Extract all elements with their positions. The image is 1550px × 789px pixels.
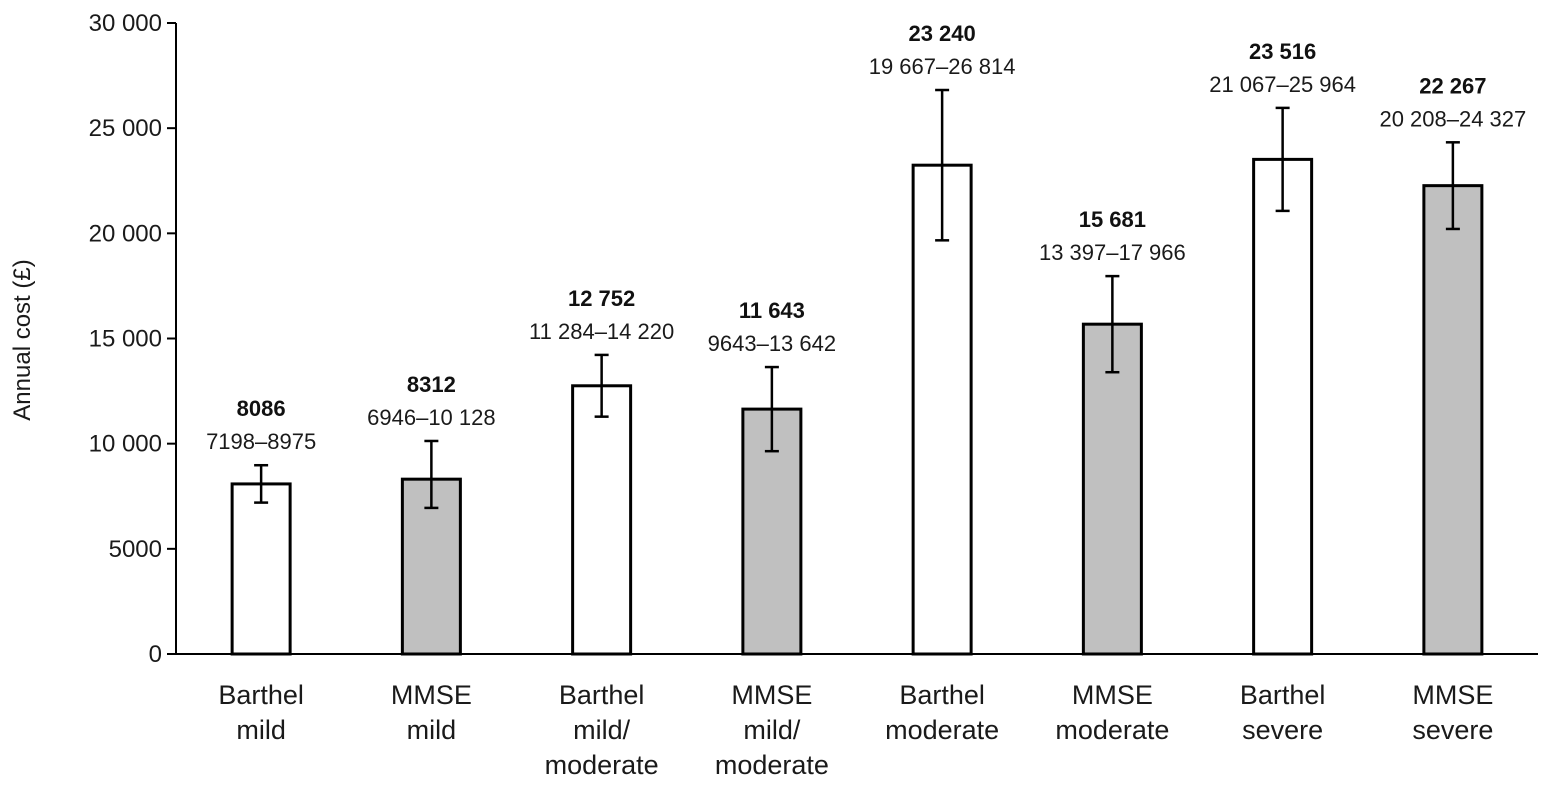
ci-label-5: 13 397–17 966 (1039, 240, 1186, 265)
value-label-3: 11 643 (739, 298, 805, 323)
category-label-7: MMSE (1412, 680, 1493, 710)
bar-5 (1081, 322, 1143, 656)
category-label-6: Barthel (1240, 680, 1326, 710)
category-labels: Barthel mild MMSE mild Barthel mild/moderate M… (218, 680, 1493, 780)
error-bars (254, 88, 1460, 510)
bar-2 (571, 384, 633, 656)
category-label-2: moderate (545, 750, 659, 780)
y-tick-label: 20 000 (89, 220, 162, 247)
category-label-4: moderate (885, 715, 999, 745)
y-tick-label: 15 000 (89, 326, 162, 353)
y-tick-label: 25 000 (89, 115, 162, 142)
ci-label-1: 6946–10 128 (367, 405, 495, 430)
value-label-5: 15 681 (1079, 207, 1146, 232)
category-label-0: Barthel (218, 680, 304, 710)
category-label-3: MMSE (731, 680, 812, 710)
y-axis-label: Annual cost (£) (9, 259, 36, 420)
bar-7 (1422, 184, 1484, 656)
value-label-6: 23 516 (1249, 39, 1316, 64)
y-tick-label: 0 (149, 641, 162, 668)
ci-label-3: 9643–13 642 (708, 331, 836, 356)
ci-label-6: 21 067–25 964 (1209, 72, 1356, 97)
value-label-4: 23 240 (908, 21, 975, 46)
category-label-1: mild (407, 715, 457, 745)
bar-6 (1252, 157, 1314, 656)
category-label-6: severe (1242, 715, 1323, 745)
category-label-5: MMSE (1072, 680, 1153, 710)
category-label-0: mild (236, 715, 286, 745)
category-label-3: mild/ (743, 715, 801, 745)
ci-label-2: 11 284–14 220 (529, 319, 674, 344)
value-label-2: 12 752 (568, 286, 635, 311)
bar-0 (230, 482, 292, 656)
axes (175, 23, 1538, 655)
y-tick-label: 5000 (109, 536, 162, 563)
category-label-5: moderate (1055, 715, 1169, 745)
category-label-3: moderate (715, 750, 829, 780)
y-tick-label: 10 000 (89, 431, 162, 458)
data-labels: 7198–8975 8086 6946–10 128 8312 11 284–14 22… (206, 21, 1526, 454)
category-label-1: MMSE (391, 680, 472, 710)
category-label-2: mild/ (573, 715, 631, 745)
category-label-4: Barthel (899, 680, 985, 710)
y-ticks: 0 5000 10 000 15 000 20 000 25 000 30 000 (89, 10, 176, 668)
ci-label-0: 7198–8975 (206, 429, 316, 454)
value-label-1: 8312 (407, 372, 456, 397)
ci-label-7: 20 208–24 327 (1379, 106, 1526, 131)
value-label-0: 8086 (237, 396, 286, 421)
value-label-7: 22 267 (1419, 73, 1486, 98)
y-tick-label: 30 000 (89, 10, 162, 37)
category-label-7: severe (1412, 715, 1493, 745)
ci-label-4: 19 667–26 814 (869, 54, 1016, 79)
category-label-2: Barthel (559, 680, 645, 710)
